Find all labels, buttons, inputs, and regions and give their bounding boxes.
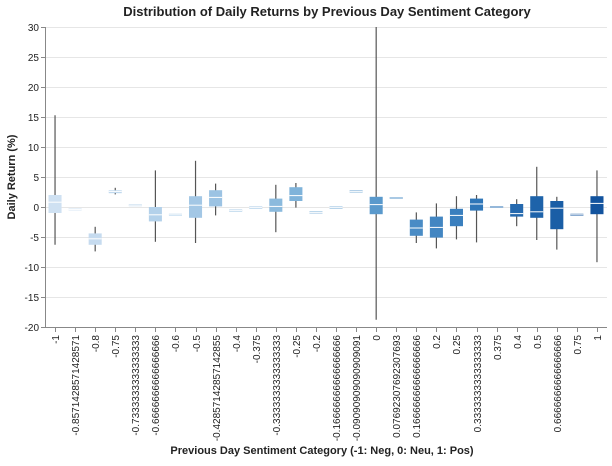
y-tick-label: 10 (28, 143, 40, 154)
box-group (470, 195, 484, 243)
y-tick-label: 25 (28, 53, 40, 64)
x-tick-label: 0.2 (432, 335, 443, 349)
box-group (570, 213, 584, 216)
y-tick-label: 5 (33, 173, 39, 184)
x-tick-label: -0.09090909090909091 (352, 335, 363, 442)
x-tick-label: -0.8571428571428571 (71, 335, 82, 436)
x-tick-label: -1 (51, 335, 62, 344)
x-tick-label: -0.4 (232, 335, 243, 353)
box-iqr (470, 198, 484, 211)
x-tick-label: -0.75 (111, 335, 122, 358)
x-tick-label: 0.75 (573, 335, 584, 355)
x-tick-label: 0.3333333333333333 (473, 335, 484, 433)
box-group (269, 184, 283, 233)
box-iqr (369, 196, 383, 215)
y-tick-label: 15 (28, 113, 40, 124)
y-tick-label: 20 (28, 83, 40, 94)
y-tick-label: -5 (30, 233, 39, 244)
box-iqr (510, 204, 524, 217)
box-iqr (550, 201, 564, 230)
x-tick-label: 0 (372, 335, 383, 341)
box-iqr (189, 196, 203, 218)
box-group (48, 115, 62, 245)
x-tick-label: -0.42857142857142855 (212, 335, 223, 442)
x-axis-title: Previous Day Sentiment Category (-1: Neg… (170, 445, 474, 457)
box-group (108, 187, 122, 195)
box-group (369, 27, 383, 320)
x-tick-label: -0.3333333333333333 (272, 335, 283, 436)
y-tick-label: -10 (25, 263, 40, 274)
y-tick-label: 0 (33, 203, 39, 214)
box-group (148, 170, 162, 242)
x-tick-label: -0.375 (252, 335, 263, 364)
y-axis-title: Daily Return (%) (6, 134, 18, 219)
x-tick-label: 0.07692307692307693 (392, 335, 403, 438)
box-group (329, 206, 343, 209)
x-tick-label: 0.25 (452, 335, 463, 355)
box-group (88, 226, 102, 252)
box-group (409, 212, 423, 243)
box-iqr (48, 195, 62, 213)
box-group (189, 160, 203, 243)
x-tick-label: -0.25 (292, 335, 303, 358)
box-group (249, 206, 263, 209)
box-iqr (269, 198, 283, 212)
box-iqr (449, 208, 463, 227)
box-group (168, 213, 182, 216)
box-group (209, 183, 223, 216)
box-group (349, 190, 363, 193)
box-group (429, 203, 443, 249)
box-group (590, 170, 604, 263)
box-iqr (148, 207, 162, 222)
grid-lines (45, 27, 607, 328)
y-tick-label: -20 (25, 323, 40, 334)
box-group (309, 211, 323, 214)
x-tick-label: 0.16666666666666666 (412, 335, 423, 438)
box-group (490, 206, 504, 208)
box-group (510, 199, 524, 227)
box-group (550, 196, 564, 250)
x-tick-label: 0.6666666666666666 (553, 335, 564, 433)
y-tick-label: -15 (25, 293, 40, 304)
x-tick-label: -0.6 (171, 335, 182, 353)
boxes (48, 27, 604, 320)
x-tick-label: -0.2 (312, 335, 323, 353)
box-group (530, 166, 544, 240)
box-group (289, 183, 303, 208)
chart-title: Distribution of Daily Returns by Previou… (123, 4, 531, 19)
x-tick-label: 1 (593, 335, 604, 341)
y-tick-label: 30 (28, 23, 40, 34)
box-iqr (209, 190, 223, 207)
x-tick-label: -0.8 (91, 335, 102, 353)
box-group (128, 204, 142, 207)
x-tick-label: -0.5 (192, 335, 203, 353)
box-group (229, 209, 243, 212)
box-iqr (590, 196, 604, 215)
box-iqr (530, 196, 544, 218)
x-tick-label: -0.16666666666666666 (332, 335, 343, 442)
x-tick-label: 0.5 (533, 335, 544, 349)
box-group (449, 196, 463, 240)
x-tick-label: -0.7333333333333333 (131, 335, 142, 436)
x-tick-label: 0.4 (513, 335, 524, 349)
box-group (389, 197, 403, 199)
x-tick-label: -0.6666666666666666 (151, 335, 162, 436)
box-group (68, 208, 82, 211)
box-iqr (289, 187, 303, 201)
x-tick-label: 0.375 (493, 335, 504, 360)
